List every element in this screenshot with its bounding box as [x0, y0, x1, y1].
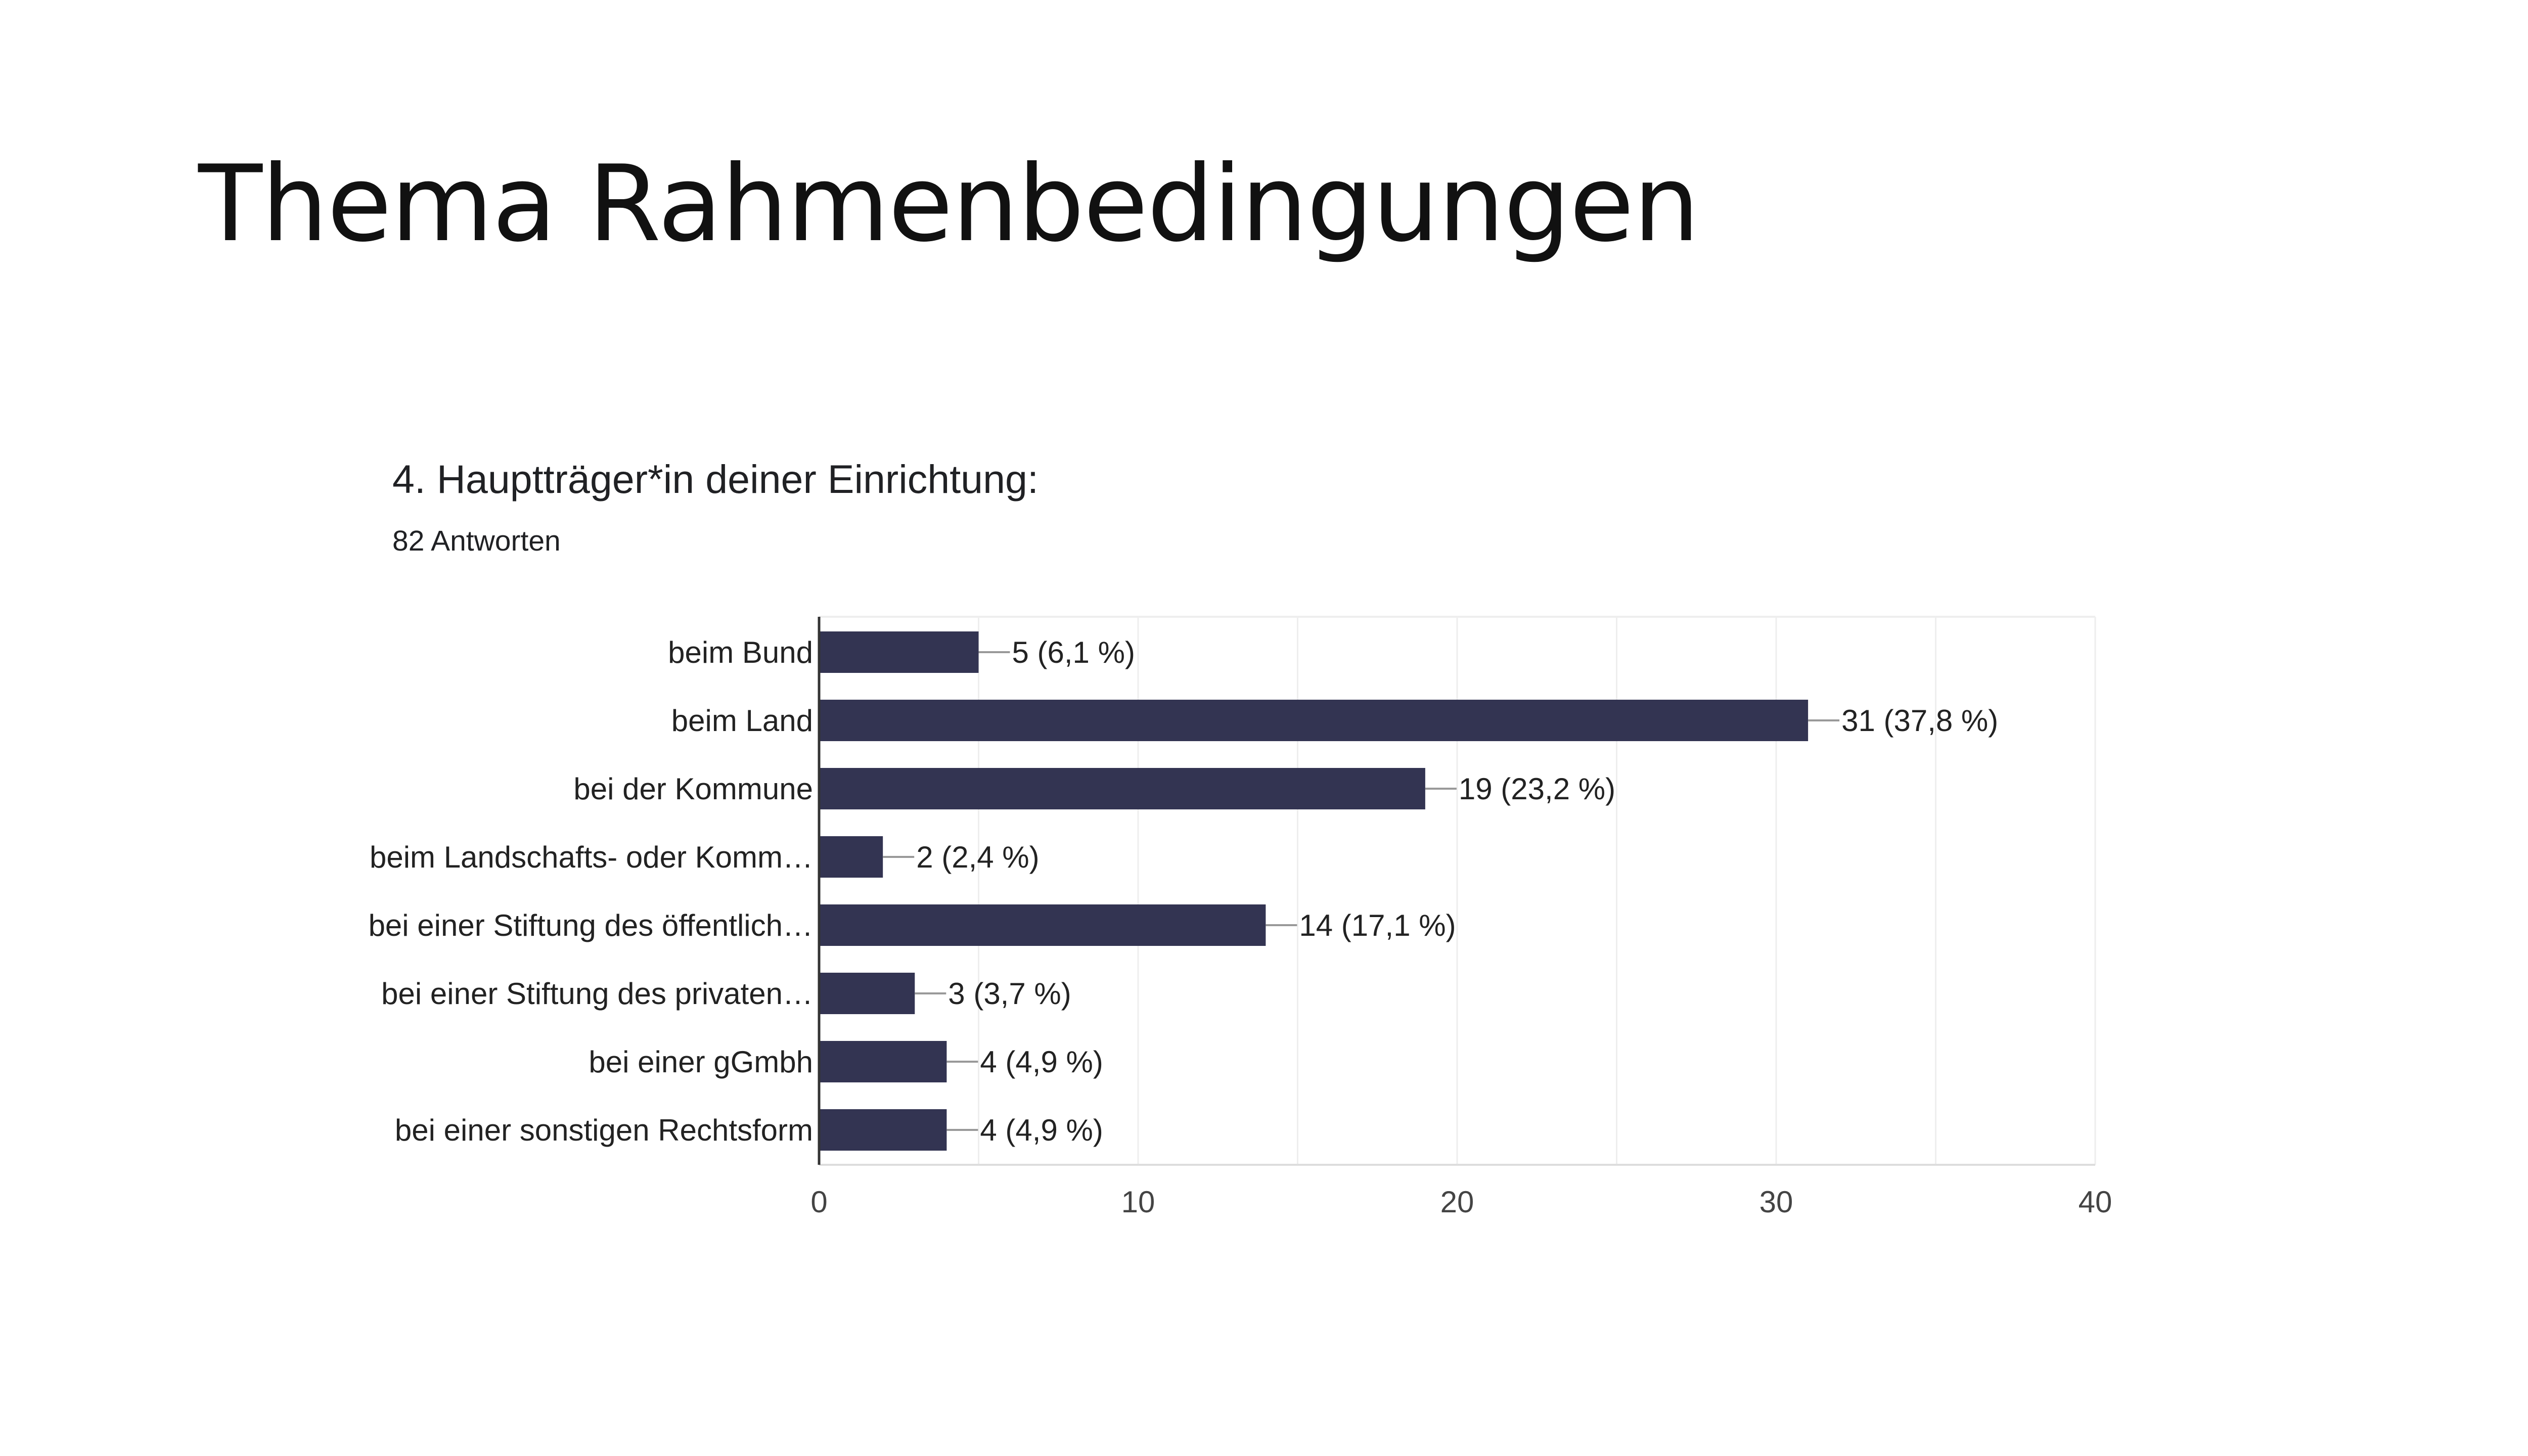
data-label: 4 (4,9 %): [980, 1113, 1103, 1147]
slide-title: Thema Rahmenbedingungen: [198, 143, 1700, 265]
bar: [819, 700, 1809, 741]
axes: 0 10 20 30 40: [810, 617, 2112, 1219]
category-label: beim Bund: [668, 635, 813, 669]
bar: [819, 1041, 947, 1082]
category-label: bei einer Stiftung des privaten…: [381, 977, 813, 1011]
category-label: bei einer sonstigen Rechtsform: [395, 1113, 813, 1147]
category-label: bei der Kommune: [573, 772, 813, 806]
x-tick-label: 10: [1121, 1185, 1155, 1219]
category-label: beim Landschafts- oder Komm…: [370, 840, 813, 874]
x-tick-label: 0: [810, 1185, 827, 1219]
category-label: bei einer Stiftung des öffentlich…: [369, 908, 813, 942]
data-label: 4 (4,9 %): [980, 1045, 1103, 1079]
bar: [819, 836, 883, 878]
data-label: 14 (17,1 %): [1299, 908, 1456, 942]
category-label: beim Land: [671, 704, 813, 738]
bar: [819, 973, 915, 1014]
data-label: 3 (3,7 %): [948, 977, 1071, 1011]
bar: [819, 768, 1425, 809]
x-tick-label: 40: [2079, 1185, 2112, 1219]
bars: [819, 631, 1809, 1151]
question-title: 4. Hauptträger*in deiner Einrichtung:: [392, 457, 1039, 502]
category-label: bei einer gGmbh: [589, 1045, 813, 1079]
bar: [819, 631, 979, 673]
data-label: 31 (37,8 %): [1841, 704, 1998, 738]
data-label: 5 (6,1 %): [1012, 635, 1135, 669]
bar: [819, 1109, 947, 1151]
x-tick-label: 20: [1440, 1185, 1474, 1219]
bar: [819, 904, 1266, 946]
grid-lines: [819, 616, 2096, 1166]
response-count: 82 Antworten: [392, 525, 561, 557]
x-tick-label: 30: [1759, 1185, 1793, 1219]
leader-lines: [883, 651, 1840, 1131]
data-label: 2 (2,4 %): [916, 840, 1039, 874]
data-label: 19 (23,2 %): [1459, 772, 1615, 806]
labels: 5 (6,1 %) beim Bund 31 (37,8 %) beim Land 19…: [369, 635, 1999, 1147]
